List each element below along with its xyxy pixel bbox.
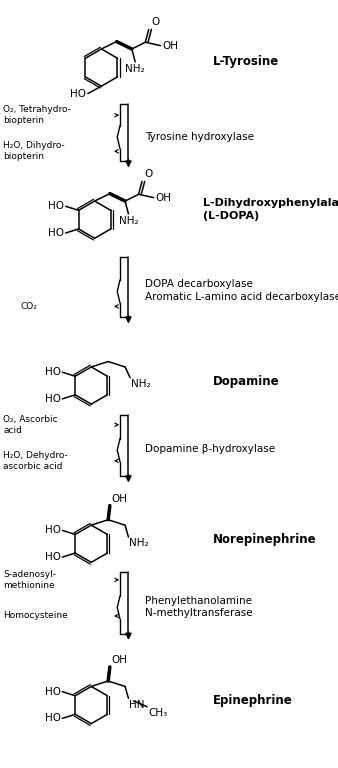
Text: HO: HO	[48, 228, 64, 238]
Text: NH₂: NH₂	[119, 216, 138, 226]
Text: HO: HO	[70, 88, 86, 98]
Text: HO: HO	[45, 713, 61, 723]
Text: CH₃: CH₃	[148, 708, 168, 718]
Text: NH₂: NH₂	[125, 64, 145, 74]
Text: HN: HN	[129, 700, 145, 710]
Text: Norepinephrine: Norepinephrine	[213, 533, 317, 545]
Text: Phenylethanolamine
N-methyltransferase: Phenylethanolamine N-methyltransferase	[145, 595, 253, 618]
Text: O: O	[151, 18, 160, 28]
Text: HO: HO	[45, 367, 61, 377]
Text: O₂, Ascorbic
acid: O₂, Ascorbic acid	[3, 415, 58, 435]
Text: OH: OH	[112, 655, 127, 665]
Text: H₂O, Dehydro-
ascorbic acid: H₂O, Dehydro- ascorbic acid	[3, 451, 68, 471]
Text: Dopamine β-hydroxylase: Dopamine β-hydroxylase	[145, 444, 275, 455]
Text: HO: HO	[48, 201, 64, 211]
Text: NH₂: NH₂	[129, 538, 149, 548]
Text: HO: HO	[45, 552, 61, 562]
Text: OH: OH	[112, 494, 127, 504]
Text: HO: HO	[45, 525, 61, 535]
Text: CO₂: CO₂	[20, 302, 37, 311]
Text: L-Tyrosine: L-Tyrosine	[213, 55, 279, 68]
Text: Dopamine: Dopamine	[213, 376, 280, 388]
Text: HO: HO	[45, 394, 61, 404]
Text: HO: HO	[45, 687, 61, 697]
Text: Homocysteine: Homocysteine	[3, 611, 68, 621]
Text: O₂, Tetrahydro-
biopterin: O₂, Tetrahydro- biopterin	[3, 105, 71, 125]
Text: O: O	[145, 170, 153, 180]
Text: Epinephrine: Epinephrine	[213, 694, 293, 707]
Text: S-adenosyl-
methionine: S-adenosyl- methionine	[3, 570, 56, 590]
Text: Tyrosine hydroxylase: Tyrosine hydroxylase	[145, 131, 254, 142]
Text: L-Dihydroxyphenylalanine
(L-DOPA): L-Dihydroxyphenylalanine (L-DOPA)	[203, 198, 338, 221]
Text: OH: OH	[162, 41, 178, 51]
Text: DOPA decarboxylase
Aromatic L-amino acid decarboxylase: DOPA decarboxylase Aromatic L-amino acid…	[145, 279, 338, 302]
Text: NH₂: NH₂	[131, 379, 151, 389]
Text: OH: OH	[155, 193, 171, 203]
Text: H₂O, Dihydro-
biopterin: H₂O, Dihydro- biopterin	[3, 141, 65, 161]
